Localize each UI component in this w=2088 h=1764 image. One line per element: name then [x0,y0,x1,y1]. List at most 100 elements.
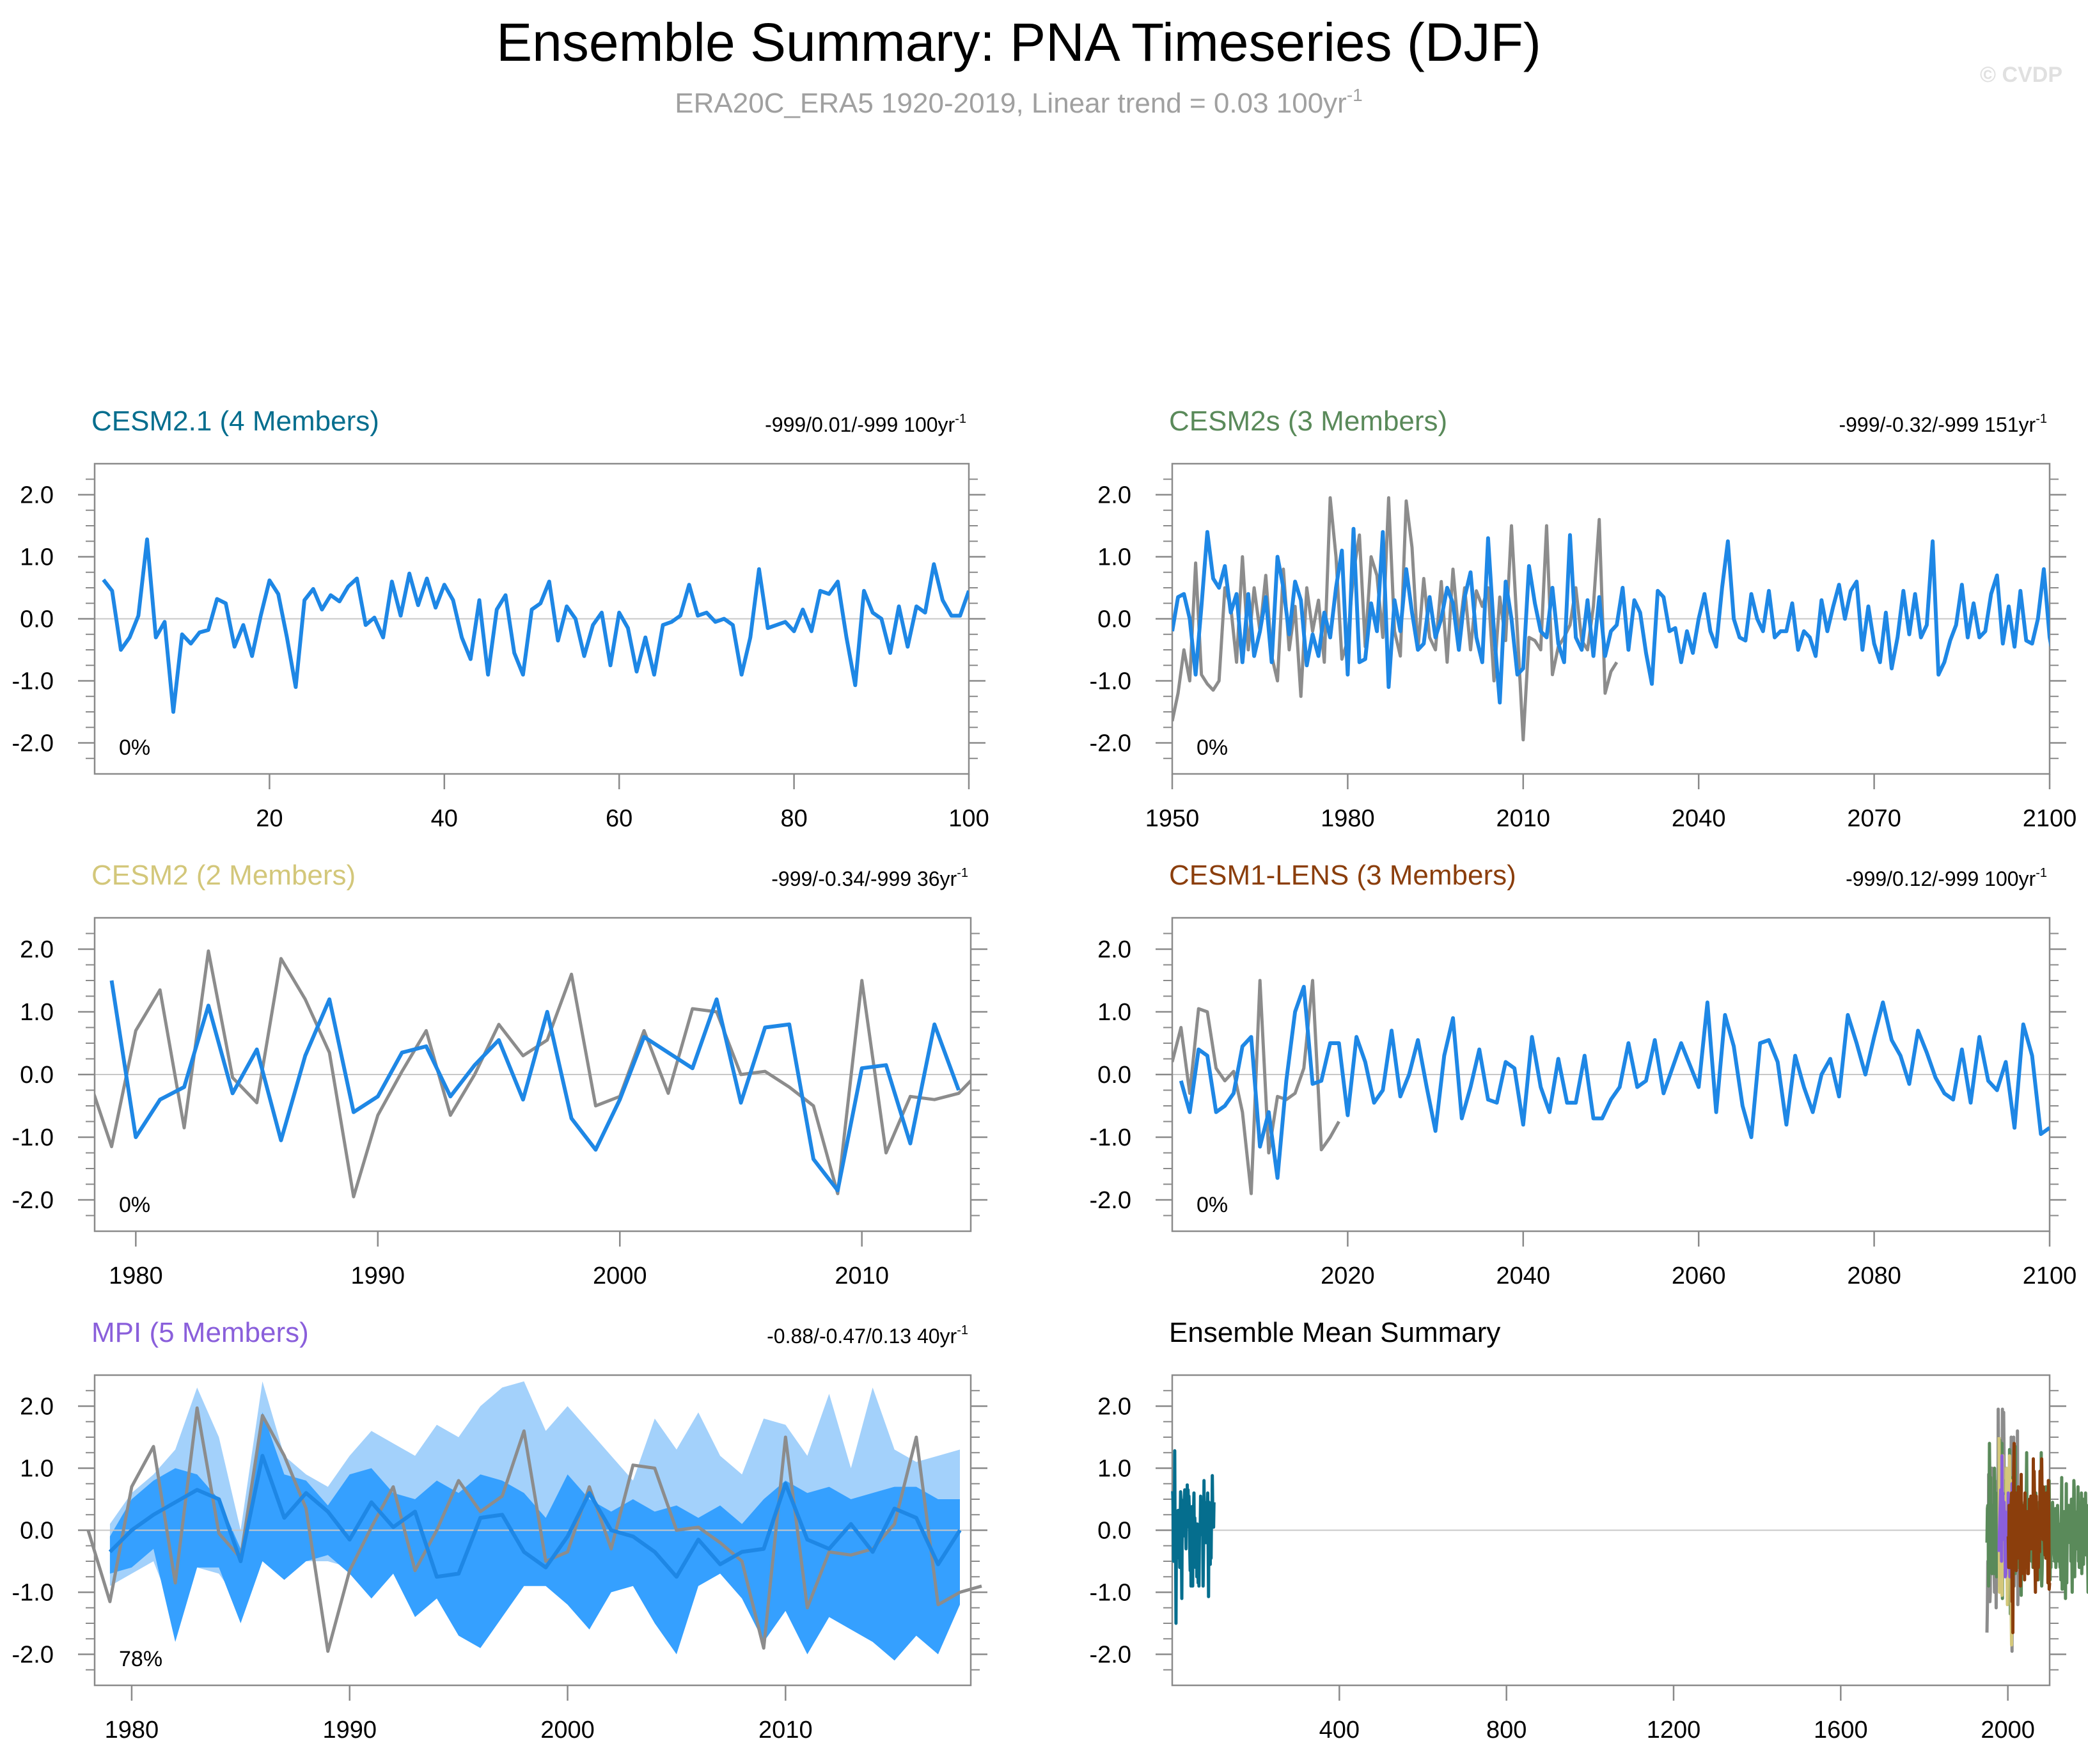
percent-label: 78% [119,1647,162,1671]
y-tick-label: -2.0 [12,1642,54,1669]
panel-stat: -999/-0.32/-999 151yr-1 [1839,412,2047,436]
y-tick-label: 0.0 [1097,1062,1131,1089]
series-group [1172,979,2050,1195]
panel-stat-text: -999/-0.32/-999 151yr [1839,413,2036,436]
panel-title: Ensemble Mean Summary [1169,1317,1500,1348]
x-tick-label: 400 [1319,1717,1360,1744]
figure-title: Ensemble Summary: PNA Timeseries (DJF) [496,12,1541,72]
y-tick-label: 2.0 [20,482,54,509]
x-tick-label: 1990 [351,1263,405,1289]
panel-cesm21: CESM2.1 (4 Members) -999/0.01/-999 100yr-… [12,406,989,832]
y-tick-label: -2.0 [1090,1187,1131,1214]
x-tick-label: 2080 [1847,1263,1901,1289]
y-tick-label: 2.0 [1097,482,1131,509]
percent-label: 0% [119,736,150,760]
percent-label: 0% [119,1193,150,1217]
series-group [95,949,971,1199]
ensemble-mean-line [1172,526,2050,705]
panel-stat-sup: -1 [957,866,968,880]
y-tick-label: 0.0 [20,1518,54,1545]
y-tick-label: 1.0 [1097,999,1131,1026]
ensemble-mean-line [108,1454,962,1579]
copyright-watermark: © CVDP [1980,63,2062,87]
panel-stat-text: -999/0.01/-999 100yr [765,413,955,436]
x-tick-label: 20 [256,805,283,832]
y-tick-label: -1.0 [1090,668,1131,695]
panel-title: CESM1-LENS (3 Members) [1169,860,1516,891]
panel-stat-sup: -1 [2036,412,2047,426]
y-tick-label: -1.0 [12,1124,54,1151]
x-tick-label: 2010 [835,1263,889,1289]
panel-mpi: MPI (5 Members) -0.88/-0.47/0.13 40yr-1 -2… [12,1317,987,1744]
panels: CESM2.1 (4 Members) -999/0.01/-999 100yr-… [12,406,2088,1744]
y-tick-label: 1.0 [1097,1456,1131,1483]
x-tick-label: 2040 [1496,1263,1551,1289]
x-tick-label: 1200 [1647,1717,1701,1744]
panel-ensmean: Ensemble Mean Summary -2.0 -1.0 0.0 1.0 2.0 40… [1090,1317,2088,1744]
x-tick-label: 2000 [593,1263,647,1289]
x-tick-label: 2020 [1321,1263,1375,1289]
panel-stat: -999/0.01/-999 100yr-1 [765,412,966,436]
x-tick-label: 800 [1486,1717,1527,1744]
x-tick-label: 2010 [758,1717,813,1744]
panel-cesm2s: CESM2s (3 Members) -999/-0.32/-999 151yr-… [1090,406,2077,832]
plot-frame [1171,917,2051,1232]
percent-label: 0% [1197,736,1228,760]
y-tick-label: -1.0 [12,668,54,695]
y-tick-label: 0.0 [20,606,54,633]
x-tick-label: 2000 [1981,1717,2035,1744]
y-tick-label: 1.0 [20,1456,54,1483]
y-tick-label: 0.0 [1097,1518,1131,1545]
panel-stat: -999/0.12/-999 100yr-1 [1846,866,2047,890]
percent-label: 0% [1197,1193,1228,1217]
x-tick-label: 40 [431,805,458,832]
panel-stat-text: -0.88/-0.47/0.13 40yr [767,1325,957,1348]
y-tick-label: 1.0 [20,544,54,571]
y-tick-label: 1.0 [20,999,54,1026]
x-tick-label: 2070 [1847,805,1901,832]
panel-title: CESM2 (2 Members) [91,860,356,891]
x-tick-label: 60 [606,805,632,832]
subtitle-sup: -1 [1347,85,1363,105]
plot-frame [93,1374,972,1687]
figure-subtitle: ERA20C_ERA5 1920-2019, Linear trend = 0.… [675,85,1363,119]
series-group [1172,496,2050,742]
panel-cesm1lens: CESM1-LENS (3 Members) -999/0.12/-999 100… [1090,860,2077,1289]
y-tick-label: -2.0 [1090,1642,1131,1669]
x-tick-label: 100 [948,805,989,832]
x-tick-label: 80 [780,805,807,832]
ensemble-mean-line [1179,984,2050,1180]
panel-stat-text: -999/-0.34/-999 36yr [771,867,957,890]
series-group [102,537,969,714]
y-tick-label: -2.0 [12,730,54,757]
y-tick-label: 2.0 [1097,1394,1131,1421]
y-tick-label: 0.0 [20,1062,54,1089]
plot-frame [93,917,972,1232]
panel-cesm2: CESM2 (2 Members) -999/-0.34/-999 36yr-1-… [12,860,987,1289]
y-tick-label: 1.0 [1097,544,1131,571]
y-tick-label: 2.0 [20,1394,54,1421]
y-tick-label: -2.0 [12,1187,54,1214]
ensemble-mean-line [102,537,969,714]
x-tick-label: 1950 [1145,805,1200,832]
panel-stat-sup: -1 [957,1323,968,1337]
x-tick-label: 1980 [109,1263,163,1289]
panel-title: MPI (5 Members) [91,1317,309,1348]
x-tick-label: 1980 [1321,805,1375,832]
x-tick-label: 1600 [1814,1717,1868,1744]
y-tick-label: -1.0 [1090,1580,1131,1607]
x-tick-label: 1980 [105,1717,159,1744]
y-tick-label: -2.0 [1090,730,1131,757]
x-tick-label: 2060 [1672,1263,1726,1289]
plot-frame [93,462,970,775]
panel-stat: -0.88/-0.47/0.13 40yr-1 [767,1323,968,1348]
y-tick-label: 2.0 [20,936,54,963]
summary-line-cesm21 [1171,1449,1216,1625]
x-tick-label: 1990 [322,1717,377,1744]
summary-line-cesm1lens [2006,1442,2052,1635]
panel-stat-text: -999/0.12/-999 100yr [1846,867,2036,890]
y-tick-label: 0.0 [1097,606,1131,633]
x-tick-label: 2100 [2023,805,2077,832]
panel-stat: -999/-0.34/-999 36yr-1 [771,866,968,890]
